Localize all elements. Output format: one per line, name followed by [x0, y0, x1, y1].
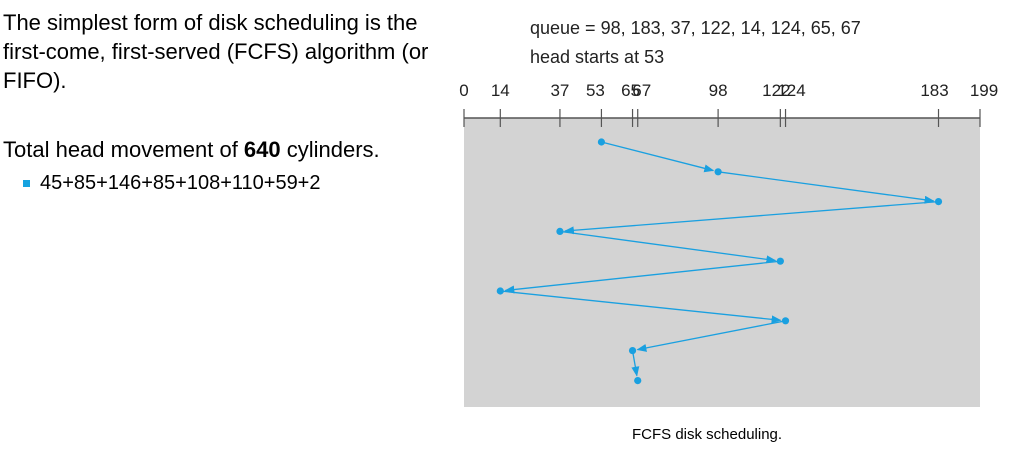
tick-label: 124 [777, 81, 805, 100]
request-point [781, 317, 790, 325]
diagram-caption: FCFS disk scheduling. [632, 426, 783, 443]
request-point [634, 377, 642, 385]
head-path [496, 138, 943, 385]
tick-label: 199 [970, 81, 998, 100]
square-bullet-icon [23, 179, 30, 187]
bullet-item: 45+85+146+85+108+110+59+2 [23, 170, 433, 196]
request-point [556, 227, 564, 235]
movement-segment [636, 320, 786, 352]
movement-segment [631, 350, 640, 377]
total-suffix: cylinders. [280, 137, 380, 162]
request-point [714, 168, 722, 176]
tick-label: 65 [621, 81, 640, 100]
head-start-label: head starts at 53 [530, 47, 664, 67]
queue-label: queue = 98, 183, 37, 122, 14, 124, 65, 6… [530, 18, 861, 38]
request-point [597, 138, 606, 146]
request-point [628, 347, 637, 355]
tick-label: 67 [632, 81, 651, 100]
tick-label: 53 [586, 81, 605, 100]
movement-segment [504, 260, 781, 294]
tick-label: 98 [709, 81, 728, 100]
intro-paragraph: The simplest form of disk scheduling is … [3, 10, 429, 93]
movement-segment [500, 290, 782, 324]
fcfs-diagram: queue = 98, 183, 37, 122, 14, 124, 65, 6… [459, 18, 998, 407]
tick-label: 37 [550, 81, 569, 100]
total-prefix: Total head movement of [3, 137, 244, 162]
movement-segment [559, 230, 777, 264]
tick-label: 122 [762, 81, 790, 100]
bullet-text: 45+85+146+85+108+110+59+2 [40, 172, 321, 194]
total-movement: Total head movement of 640 cylinders. [3, 135, 433, 164]
request-point [934, 198, 943, 206]
request-point [776, 257, 784, 265]
tick-label: 14 [491, 81, 510, 100]
scheduling-panel [464, 118, 980, 407]
request-point [496, 287, 504, 295]
movement-segment [718, 171, 935, 204]
movement-segment [563, 200, 939, 235]
tick-label: 183 [920, 81, 948, 100]
tick-label: 0 [459, 81, 468, 100]
total-value: 640 [243, 137, 281, 162]
movement-segment [601, 141, 715, 173]
slide-text: The simplest form of disk scheduling is … [3, 8, 433, 196]
